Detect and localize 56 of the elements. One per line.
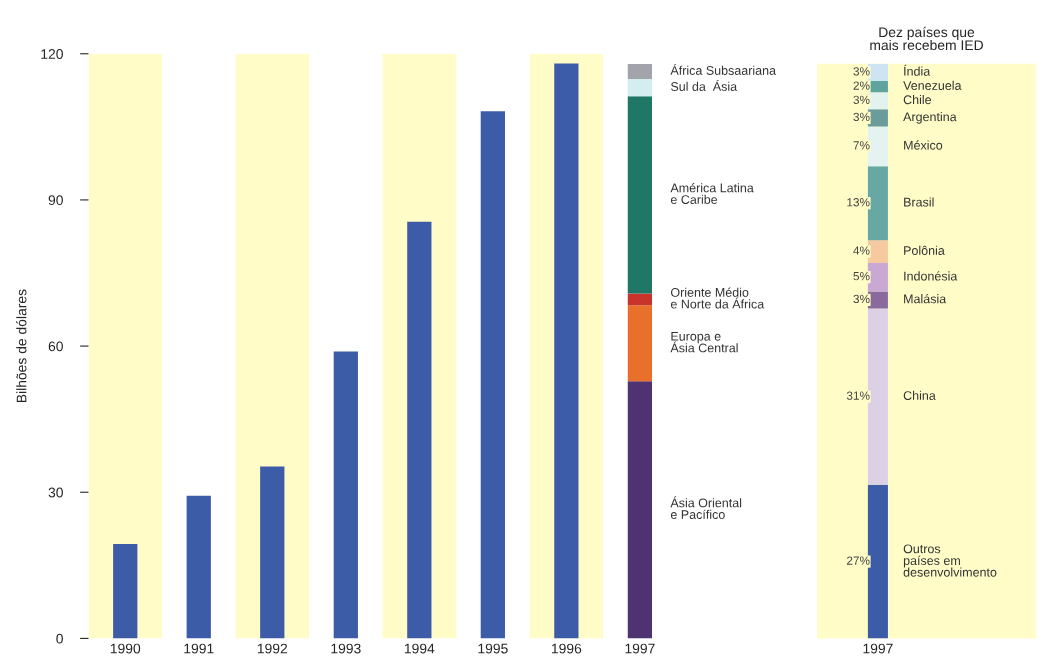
bar <box>627 381 653 639</box>
x-tick-label: 1990 <box>110 643 141 654</box>
x-tick-label: 1994 <box>404 643 435 654</box>
data-label: 3% <box>853 294 870 304</box>
data-label: 3% <box>853 67 870 76</box>
data-label: 7% <box>853 141 870 150</box>
chart-title: Dez países que mais recebem IED <box>870 26 983 51</box>
data-label: 2% <box>853 81 870 90</box>
bar <box>480 111 505 639</box>
series-label: Chile <box>903 94 932 105</box>
series-label: Polônia <box>904 245 945 255</box>
bar <box>627 79 653 97</box>
series-label: Oriente Médio e Norte da África <box>670 287 765 309</box>
series-label: Indonésia <box>904 271 958 281</box>
bar <box>333 351 358 639</box>
x-tick-label: 1992 <box>257 643 288 654</box>
y-tick-label: 120 <box>41 49 63 59</box>
y-tick-label: 60 <box>48 341 63 352</box>
data-label: 3% <box>853 112 870 122</box>
bar <box>186 495 211 639</box>
series-label: Índia <box>903 64 931 76</box>
y-tick-label: 90 <box>48 195 63 206</box>
y-tick-label: 0 <box>56 633 63 644</box>
series-label: China <box>903 390 936 400</box>
y-tick-label: 30 <box>48 487 63 498</box>
series-label: Argentina <box>903 112 957 124</box>
data-label: 3% <box>853 95 870 104</box>
series-label: Sul da Ásia <box>670 80 738 91</box>
data-label: 27% <box>846 556 870 565</box>
x-tick-label: 1997 <box>863 643 893 654</box>
x-tick-label: 1993 <box>331 643 361 654</box>
series-label: Brasil <box>904 197 934 207</box>
data-label: 4% <box>853 246 870 255</box>
data-label: 31% <box>846 391 870 400</box>
bar <box>627 293 653 306</box>
x-tick-label: 1995 <box>478 643 508 654</box>
data-label: 5% <box>853 272 870 281</box>
series-label: Outros países em desenvolvimento <box>903 544 997 577</box>
x-tick-label: 1991 <box>184 643 214 654</box>
series-label: México <box>904 140 943 150</box>
series-label: Venezuela <box>903 80 962 90</box>
bar <box>260 466 285 639</box>
bar <box>113 543 138 639</box>
x-tick-label: 1997 <box>625 643 655 654</box>
bar <box>407 221 432 639</box>
bar <box>627 63 653 80</box>
y-axis-title: Bilhões de dólares <box>16 289 27 403</box>
series-label: Malásia <box>904 293 947 304</box>
bar <box>627 305 653 382</box>
x-tick-label: 1996 <box>551 643 582 654</box>
series-label: Europa e Ásia Central <box>670 331 738 353</box>
series-label: Ásia Oriental e Pacífico <box>670 496 742 519</box>
bar <box>627 96 653 294</box>
data-label: 13% <box>847 198 870 207</box>
series-label: América Latina e Caribe <box>670 183 754 204</box>
series-label: África Subsaariana <box>670 63 777 75</box>
